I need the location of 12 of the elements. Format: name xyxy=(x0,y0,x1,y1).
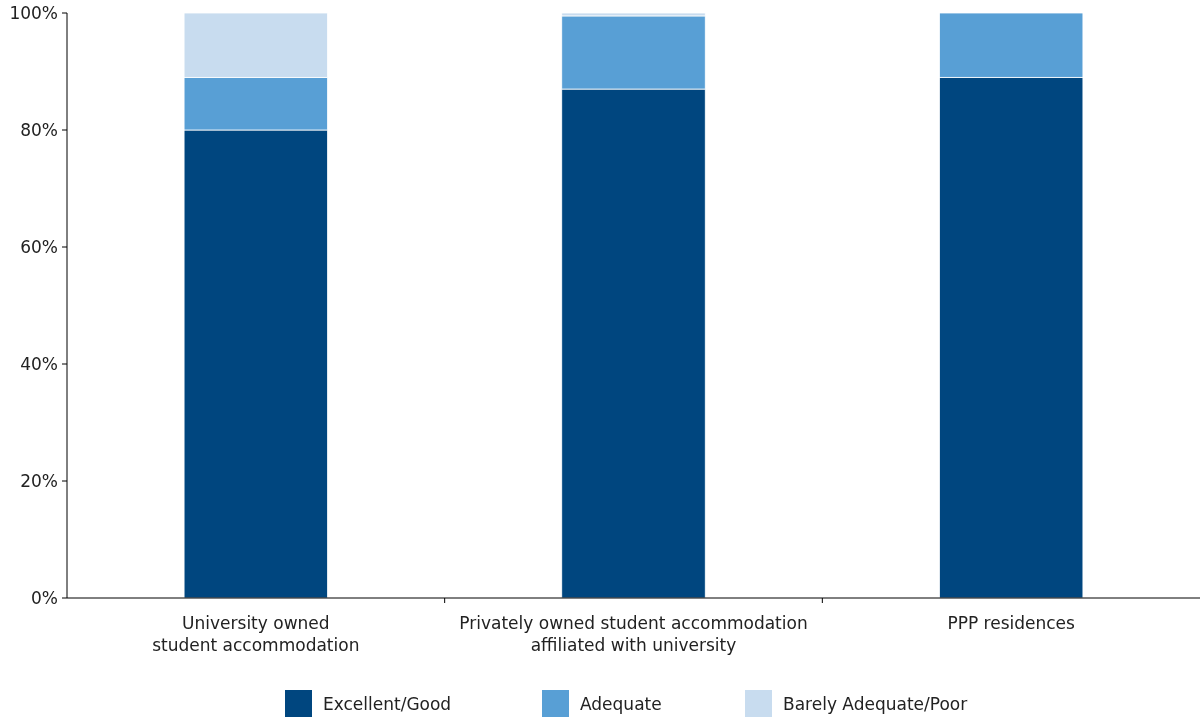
y-tick-label: 40% xyxy=(20,353,58,374)
y-tick-label: 100% xyxy=(9,2,58,23)
y-tick-label: 20% xyxy=(20,470,58,491)
legend-label: Barely Adequate/Poor xyxy=(783,693,968,714)
x-tick-label: University owned student accommodation xyxy=(152,613,360,655)
y-tick-label: 60% xyxy=(20,236,58,257)
x-tick-label: Privately owned student accommodation affiliated with university xyxy=(459,613,808,655)
y-tick-label: 80% xyxy=(20,119,58,140)
x-tick-label: PPP residences xyxy=(947,613,1076,633)
legend-label: Excellent/Good xyxy=(323,693,452,714)
y-tick-label: 0% xyxy=(31,587,58,608)
legend-label: Adequate xyxy=(580,693,662,714)
